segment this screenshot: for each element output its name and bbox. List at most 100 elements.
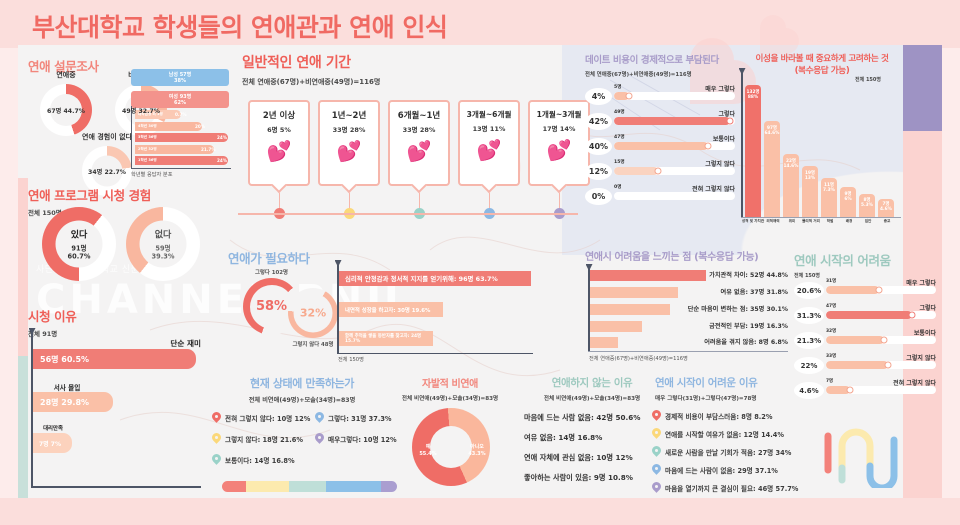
difficulty-point-bar-1 xyxy=(590,287,678,298)
duration-card-2[interactable]: 6개월~1년 33명 28% 💕 xyxy=(388,100,450,194)
grade-bar-row: 2학년 32명 21.7% xyxy=(135,144,231,154)
start-difficulty-right-2: 보통이다 xyxy=(913,330,936,337)
timeline-stem-3 xyxy=(488,193,490,210)
start-difficulty-pct-0: 20.6% xyxy=(796,286,822,295)
reason-watch-label-2: 대리만족 xyxy=(43,426,63,432)
attraction-pct-3: 13% xyxy=(804,175,816,181)
section-duration: 일반적인 연애 기간 전체 연애중(67명)+비연애중(49명)=116명 xyxy=(242,52,572,87)
duration-card-value: 13명 11% xyxy=(472,125,506,133)
attraction-pct-7: 4.6% xyxy=(880,206,892,212)
need-bar-1: 내면적 성장을 하고자: 30명 19.6% xyxy=(339,302,443,317)
need-donut-no-caption: 그렇지 않다 48명 xyxy=(292,342,334,348)
hard-to-start-item-0: 경제적 비용이 부담스러움: 8명 8.2% xyxy=(650,408,832,422)
hard-to-start-item-3: 마음에 드는 사람이 없음: 29명 37.1% xyxy=(650,462,832,476)
grade-bar-value: 21.7% xyxy=(201,146,216,152)
satisfaction-item-3: 그렇다: 31명 37.3% xyxy=(313,410,425,424)
difficulty-point-bar-0 xyxy=(590,270,706,281)
no-dating-item-label-0: 마음에 드는 사람 없음: 42명 50.6% xyxy=(524,413,641,422)
attraction-pct-2: 14.6% xyxy=(783,163,799,169)
date-cost-count-0: 5명 xyxy=(614,85,622,90)
voluntary-right-label: 아니오 xyxy=(470,444,484,450)
grade-chart-caption: 학년별 응답자 분포 xyxy=(131,172,173,178)
duration-card-3[interactable]: 3개월~6개월 13명 11% 💕 xyxy=(458,100,520,194)
gender-bar-female-pct: 62% xyxy=(174,100,186,106)
attraction-count-7: 7명 xyxy=(882,201,890,207)
attraction-count-3: 19명 xyxy=(805,170,815,176)
duration-card-4[interactable]: 1개월~3개월 17명 14% 💕 xyxy=(528,100,590,194)
program-donut-yes: 있다 91명 60.7% xyxy=(42,207,116,281)
start-difficulty-row-3: 22% 33명 그렇지 않다 xyxy=(794,353,936,378)
satisfaction-item-label-0: 전혀 그렇지 않다: 10명 12% xyxy=(225,415,311,423)
section-difficulty-point: 연애시 어려움을 느끼는 점 (복수응답 가능) xyxy=(585,248,795,263)
attraction-bar-1: 97명 64.6% xyxy=(764,120,780,217)
donut-ring xyxy=(412,408,490,486)
survey-donut-noexp-label: 연애 경험이 없다 xyxy=(82,133,132,141)
purple-accent-strip xyxy=(903,45,942,131)
section-reason-watch: 시청 이유 전체 91명 xyxy=(28,306,228,338)
no-dating-item-label-2: 연애 자체에 관심 없음: 10명 12% xyxy=(524,453,633,462)
attraction-pct-4: 7.3% xyxy=(823,187,835,193)
need-bar-chart: 심리적 안정감과 정서적 지지를 얻기위해: 96명 63.7% 내면적 성장을… xyxy=(334,260,533,354)
section-hard-to-start: 연애 시작이 어려운 이유 매우 그렇다(31명)+그렇다(47명)=78명 xyxy=(655,375,835,402)
attraction-xlabel-4: 학벌 xyxy=(826,219,834,223)
start-difficulty-pct-1: 31.3% xyxy=(796,311,822,320)
no-dating-item-2: 연애 자체에 관심 없음: 10명 12% xyxy=(508,453,678,463)
satisfaction-item-4: 매우그렇다: 10명 12% xyxy=(313,431,425,445)
duration-card-value: 33명 28% xyxy=(402,126,436,134)
grade-bar-label: 1학년 36명 xyxy=(138,158,157,162)
difficulty-point-title: 연애시 어려움을 느끼는 점 (복수응답 가능) xyxy=(585,252,759,263)
timeline-stem-4 xyxy=(558,193,560,210)
date-cost-row-4: 0% 0명 전혀 그렇지 않다 xyxy=(585,184,735,209)
attraction-xlabel-0: 성격 및 가치관 xyxy=(741,219,765,223)
difficulty-point-label-1: 여유 없음: 37명 31.8% xyxy=(720,289,788,296)
need-bar-0: 심리적 안정감과 정서적 지지를 얻기위해: 96명 63.7% xyxy=(339,271,532,286)
duration-note: 전체 연애중(67명)+비연애중(49명)=116명 xyxy=(242,78,381,86)
need-donut-yes: 그렇다 102명 58% xyxy=(243,268,300,335)
grade-bar-label: 2학년 32명 xyxy=(138,146,157,151)
attraction-count-2: 22명 xyxy=(786,158,796,164)
need-donut-no: 32% 그렇지 않다 48명 xyxy=(288,288,338,348)
voluntary-left-label: 예 xyxy=(425,444,431,450)
difficulty-point-bar-3 xyxy=(590,321,642,332)
survey-donut-dating: 연애중 67명 44.7% xyxy=(30,70,102,136)
start-difficulty-right-0: 매우 그렇다 xyxy=(906,280,936,287)
duration-card-1[interactable]: 1년~2년 33명 28% 💕 xyxy=(318,100,380,194)
attraction-count-6: 8명 xyxy=(863,198,871,204)
difficulty-point-bar-2 xyxy=(590,304,670,315)
duration-card-label: 2년 이상 xyxy=(262,111,296,121)
need-donut-yes-caption: 그렇다 102명 xyxy=(255,270,288,276)
difficulty-point-chart: 가치관적 차이: 52명 44.8% 여유 없음: 37명 31.8% 단순 마… xyxy=(585,264,788,352)
program-donut-no-count: 59명 xyxy=(155,244,171,253)
timeline-stem-1 xyxy=(348,193,350,210)
satisfaction-item-2: 보통이다: 14명 16.8% xyxy=(210,452,332,466)
date-cost-count-3: 15명 xyxy=(614,160,625,165)
start-difficulty-total: 전체 150명 xyxy=(794,273,820,279)
duration-card-0[interactable]: 2년 이상 6명 5% 💕 xyxy=(248,100,310,194)
map-pin-icon xyxy=(650,480,663,494)
survey-donut-noexp-value: 34명 22.7% xyxy=(88,169,126,176)
grade-bar-label: 3학년 36명 xyxy=(138,135,157,139)
survey-donut-noexp: 연애 경험이 없다 34명 22.7% xyxy=(62,132,152,196)
reason-watch-title: 시청 이유 xyxy=(28,309,77,324)
voluntary-right-pct: 43.3% xyxy=(468,450,486,457)
duration-card-value: 6명 5% xyxy=(267,126,291,134)
attraction-count-1: 97명 xyxy=(767,125,777,131)
reason-watch-bar-0: 56명 60.5% xyxy=(33,349,197,369)
no-dating-title: 연애하지 않는 이유 xyxy=(551,377,633,389)
satisfaction-item-1: 그렇지 않다: 18명 21.6% xyxy=(210,431,332,445)
duration-card-value: 33명 28% xyxy=(332,126,366,134)
need-bar-label-0: 심리적 안정감과 정서적 지지를 얻기위해: 96명 63.7% xyxy=(345,275,498,283)
program-donut-no-label: 없다 xyxy=(154,230,172,241)
donut-ring: 있다 91명 60.7% xyxy=(42,207,116,281)
voluntary-title: 자발적 비연애 xyxy=(422,379,478,390)
map-pin-icon xyxy=(210,452,223,466)
survey-donut-nondating-value: 49명 32.7% xyxy=(122,108,160,115)
hard-to-start-item-4: 마음을 열기까지 큰 결심이 필요: 46명 57.7% xyxy=(650,480,832,494)
attraction-bar-6: 8명 5.3% xyxy=(859,194,875,217)
decorative-ribbon xyxy=(824,428,898,488)
grade-bar-row: 3학년 36명 24% xyxy=(135,133,231,142)
section-voluntary: 자발적 비연애 전체 비연애(49명)+모솔(34명)=83명 xyxy=(390,375,510,402)
map-pin-icon xyxy=(210,431,223,445)
start-difficulty-pct-2: 21.3% xyxy=(796,336,822,345)
date-cost-title: 데이트 비용이 경제적으로 부담된다 xyxy=(585,55,719,66)
